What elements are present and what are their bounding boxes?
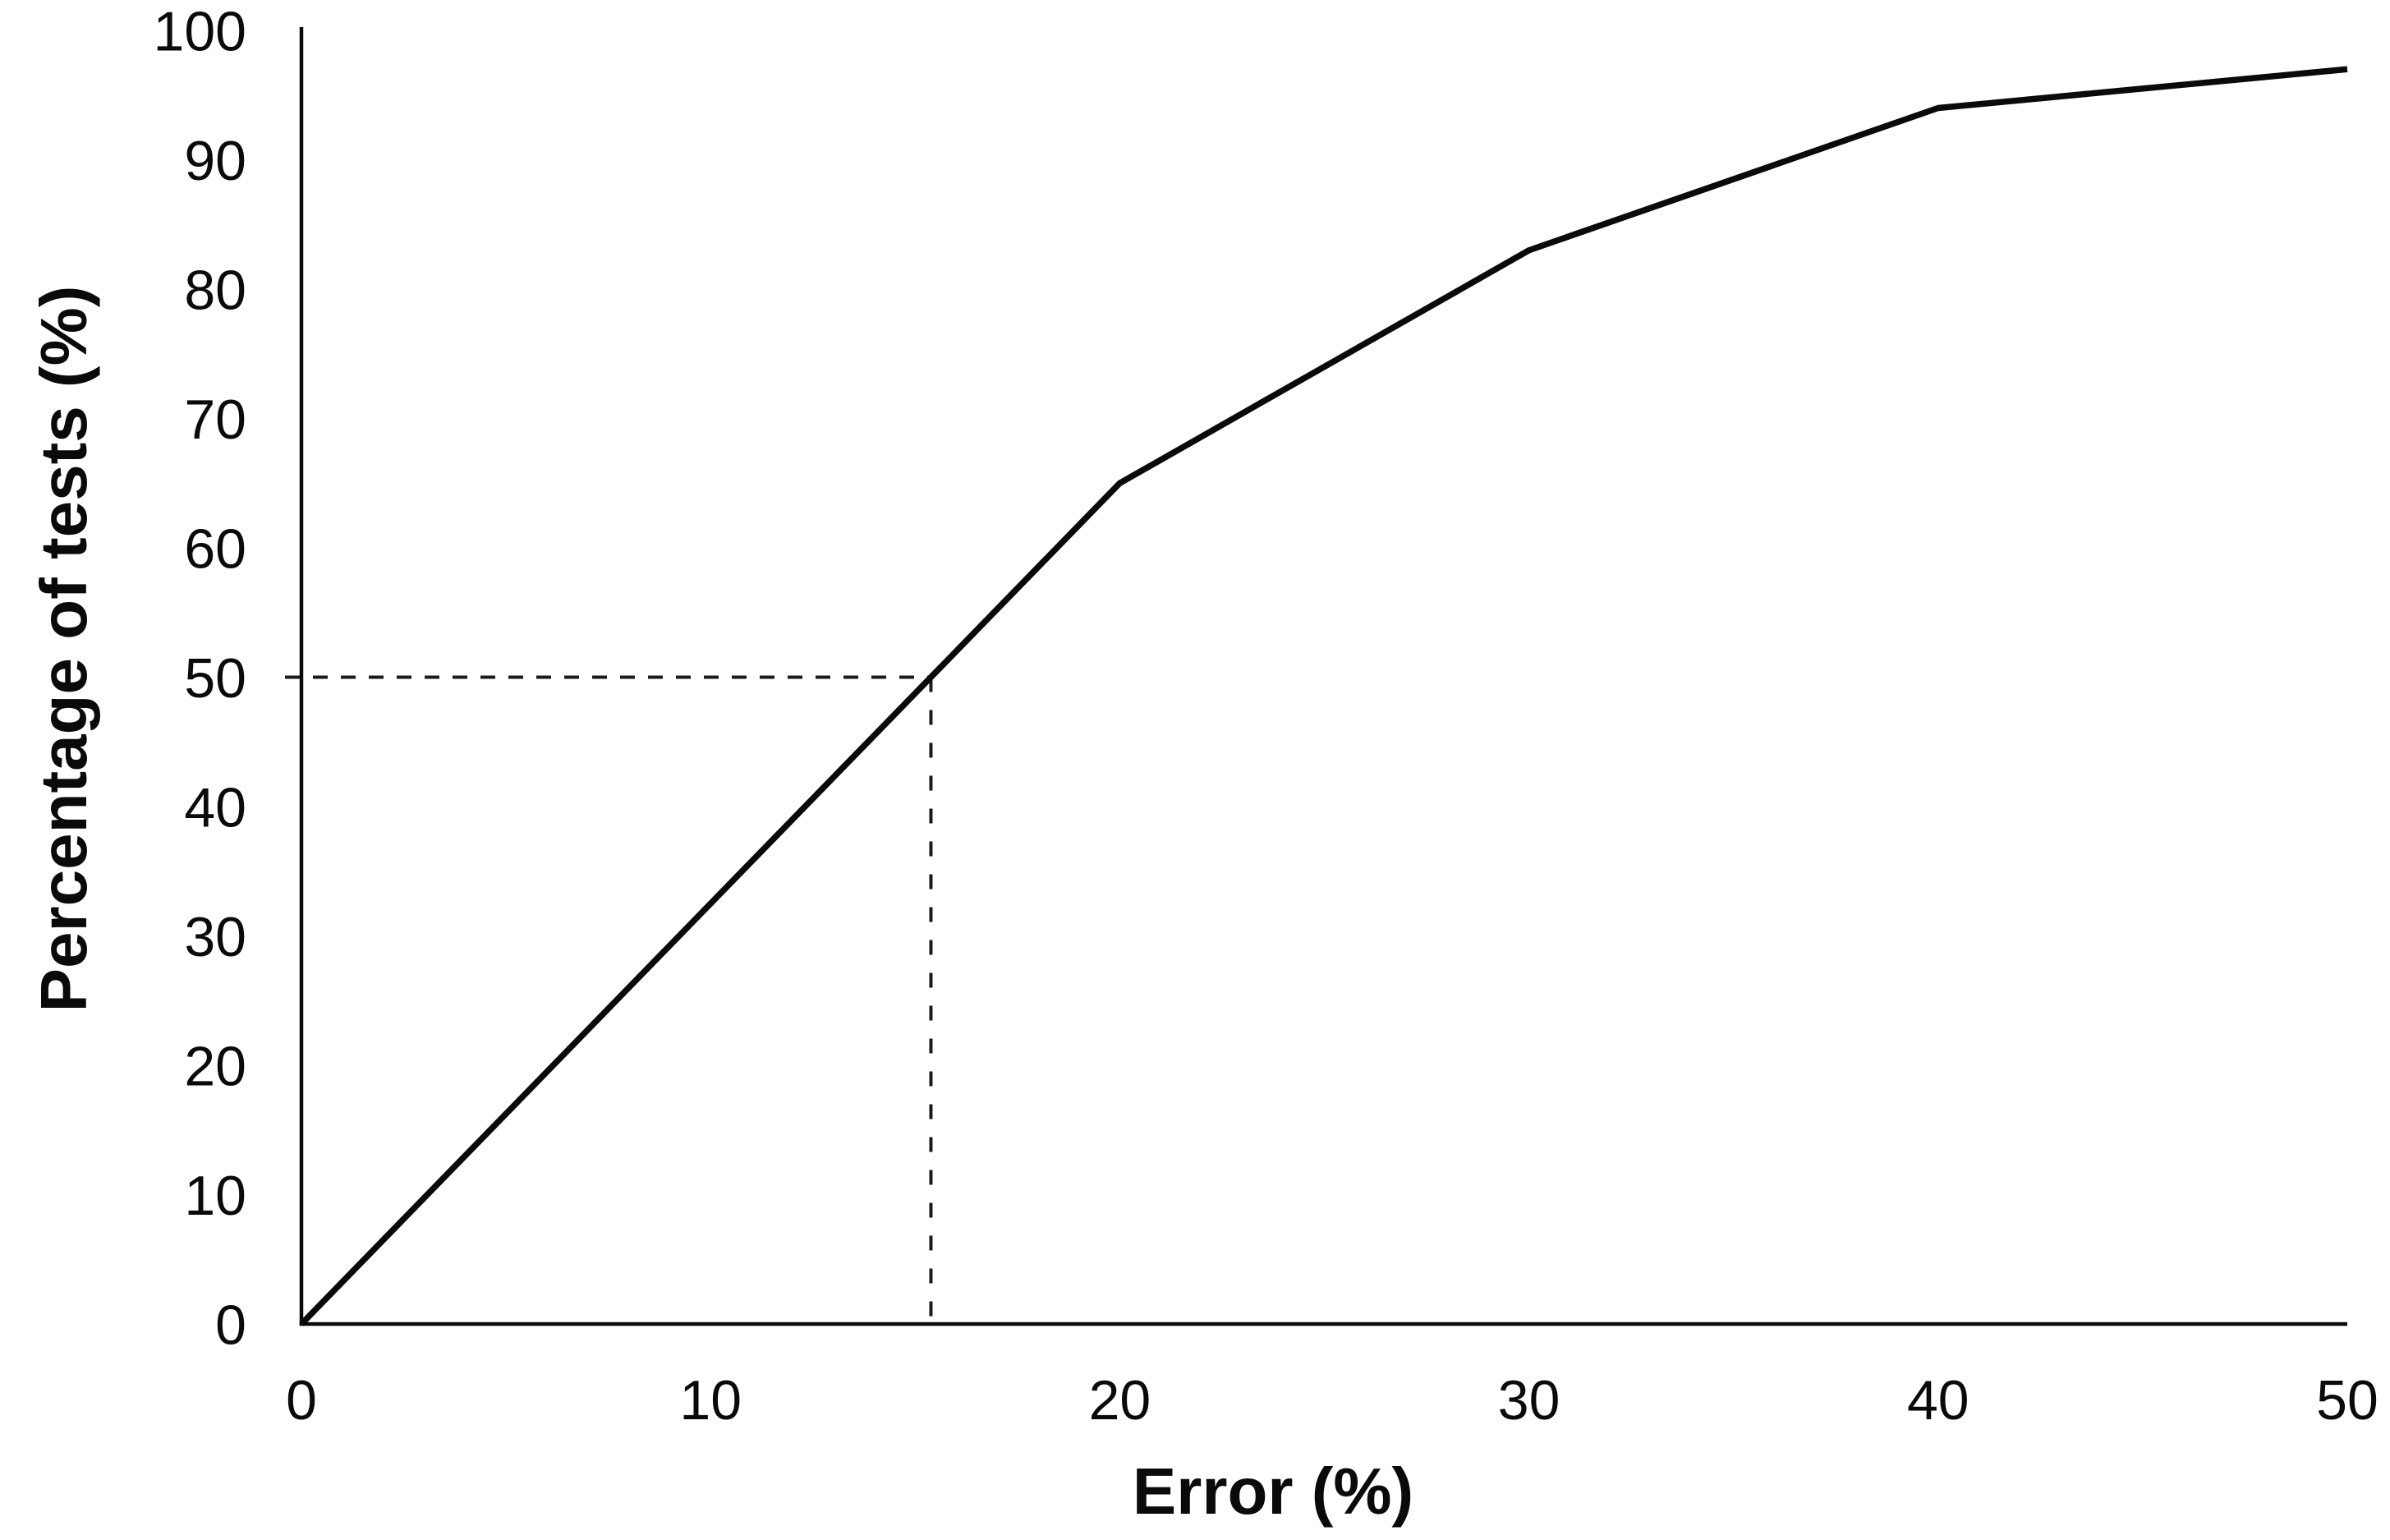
x-tick-label: 0 xyxy=(286,1369,317,1432)
y-tick-label: 10 xyxy=(184,1165,246,1227)
y-tick-label: 20 xyxy=(184,1035,246,1097)
y-tick-label: 40 xyxy=(184,776,246,839)
y-axis-title: Percentage of tests (%) xyxy=(27,286,100,1013)
y-tick-label: 70 xyxy=(184,388,246,451)
x-tick-label: 10 xyxy=(679,1369,742,1432)
y-tick-label: 0 xyxy=(215,1294,246,1356)
x-tick-label: 30 xyxy=(1498,1369,1560,1432)
y-tick-labels: 0 10 20 30 40 50 60 70 80 90 100 xyxy=(154,0,246,1356)
x-tick-label: 50 xyxy=(2316,1369,2379,1432)
y-tick-label: 30 xyxy=(184,906,246,968)
y-tick-label: 60 xyxy=(184,517,246,580)
x-tick-label: 20 xyxy=(1089,1369,1151,1432)
x-tick-label: 40 xyxy=(1907,1369,1969,1432)
y-tick-label: 100 xyxy=(154,0,246,62)
y-tick-label: 90 xyxy=(184,130,246,192)
y-tick-label: 50 xyxy=(184,647,246,710)
y-tick-label: 80 xyxy=(184,259,246,321)
x-tick-labels: 0 10 20 30 40 50 xyxy=(286,1369,2379,1432)
data-series-line xyxy=(299,66,2348,1326)
x-axis-title: Error (%) xyxy=(1133,1455,1413,1528)
